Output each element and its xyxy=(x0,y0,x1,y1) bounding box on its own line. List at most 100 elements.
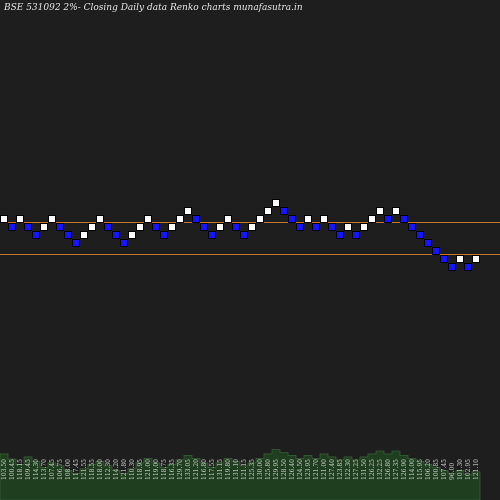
renko-brick xyxy=(56,223,64,231)
volume-label: 107.45 xyxy=(441,459,448,480)
renko-brick xyxy=(432,247,440,255)
renko-brick xyxy=(144,215,152,223)
volume-label: 96.00 xyxy=(449,463,456,480)
renko-brick xyxy=(344,223,352,231)
volume-label: 130.00 xyxy=(257,459,264,480)
volume-label: 121.15 xyxy=(241,459,248,480)
renko-brick xyxy=(424,239,432,247)
volume-label: 125.35 xyxy=(249,459,256,480)
volume-label: 118.15 xyxy=(17,459,24,480)
renko-brick xyxy=(336,231,344,239)
renko-brick xyxy=(64,231,72,239)
volume-label: 121.20 xyxy=(193,459,200,480)
volume-label: 114.00 xyxy=(409,459,416,480)
renko-brick xyxy=(72,239,80,247)
volume-label: 124.50 xyxy=(297,459,304,480)
volume-area xyxy=(0,449,481,500)
renko-bricks xyxy=(0,199,480,271)
volume-label: 121.00 xyxy=(321,459,328,480)
volume-label: 112.30 xyxy=(105,459,112,480)
renko-brick xyxy=(208,231,216,239)
renko-brick xyxy=(200,223,208,231)
volume-label: 126.90 xyxy=(401,459,408,480)
volume-label: 116.80 xyxy=(201,459,208,480)
volume-label: 103.50 xyxy=(1,459,8,480)
renko-brick xyxy=(400,215,408,223)
renko-brick xyxy=(192,215,200,223)
volume-label: 114.30 xyxy=(33,459,40,480)
volume-label: 126.25 xyxy=(369,459,376,480)
renko-brick xyxy=(304,215,312,223)
volume-label: 106.20 xyxy=(425,459,432,480)
renko-brick xyxy=(248,223,256,231)
renko-brick xyxy=(80,231,88,239)
renko-brick xyxy=(32,231,40,239)
volume-label: 117.45 xyxy=(73,459,80,480)
volume-label: 129.70 xyxy=(177,459,184,480)
renko-brick xyxy=(464,263,472,271)
renko-brick xyxy=(360,223,368,231)
level-lines xyxy=(0,222,500,255)
volume-label: 117.55 xyxy=(209,459,216,480)
volume-label: 121.70 xyxy=(313,459,320,480)
renko-brick xyxy=(136,223,144,231)
volume-label: 118.55 xyxy=(89,459,96,480)
renko-brick xyxy=(240,231,248,239)
renko-brick xyxy=(16,215,24,223)
volume-label: 101.30 xyxy=(457,459,464,480)
volume-label: 109.45 xyxy=(25,459,32,480)
renko-brick xyxy=(256,215,264,223)
volume-label: 110.30 xyxy=(129,459,136,480)
chart-title: BSE 531092 2%- Closing Daily data Renko … xyxy=(3,3,303,13)
volume-label: 131.50 xyxy=(361,459,368,480)
volume-label: 123.95 xyxy=(305,459,312,480)
renko-brick xyxy=(312,223,320,231)
renko-brick xyxy=(128,231,136,239)
renko-brick xyxy=(280,207,288,215)
renko-brick xyxy=(0,215,8,223)
volume-label: 118.75 xyxy=(161,459,168,480)
renko-brick xyxy=(296,223,304,231)
volume-label: 113.70 xyxy=(41,459,48,480)
volume-label: 126.80 xyxy=(385,459,392,480)
volume-label: 107.45 xyxy=(49,459,56,480)
volume-bars xyxy=(0,449,481,500)
volume-label: 122.30 xyxy=(345,459,352,480)
volume-label: 126.40 xyxy=(289,459,296,480)
renko-brick xyxy=(96,215,104,223)
renko-brick xyxy=(176,215,184,223)
volume-label: 102.95 xyxy=(465,459,472,480)
volume-label: 119.80 xyxy=(225,459,232,480)
volume-label: 118.00 xyxy=(97,459,104,480)
volume-label: 127.40 xyxy=(329,459,336,480)
volume-label: 133.05 xyxy=(185,459,192,480)
renko-brick xyxy=(168,223,176,231)
renko-brick xyxy=(24,223,32,231)
renko-brick xyxy=(8,223,16,231)
volume-labels: 103.50 100.45 118.15 109.45 114.30 113.70 107.… xyxy=(1,459,480,480)
volume-label: 106.75 xyxy=(57,459,64,480)
renko-brick xyxy=(288,215,296,223)
renko-brick xyxy=(408,223,416,231)
renko-brick xyxy=(120,239,128,247)
volume-label: 127.35 xyxy=(393,459,400,480)
renko-brick xyxy=(320,215,328,223)
renko-brick xyxy=(352,231,360,239)
renko-brick xyxy=(184,207,192,215)
renko-brick xyxy=(224,215,232,223)
volume-label: 128.50 xyxy=(281,459,288,480)
renko-brick xyxy=(392,207,400,215)
volume-label: 132.25 xyxy=(377,459,384,480)
volume-label: 100.85 xyxy=(433,459,440,480)
renko-brick xyxy=(88,223,96,231)
volume-label: 121.80 xyxy=(121,459,128,480)
volume-label: 115.95 xyxy=(417,459,424,480)
renko-brick xyxy=(376,207,384,215)
volume-label: 121.55 xyxy=(81,459,88,480)
renko-brick xyxy=(448,263,456,271)
renko-brick xyxy=(456,255,464,263)
renko-brick xyxy=(472,255,480,263)
volume-label: 125.80 xyxy=(265,459,272,480)
renko-brick xyxy=(112,231,120,239)
